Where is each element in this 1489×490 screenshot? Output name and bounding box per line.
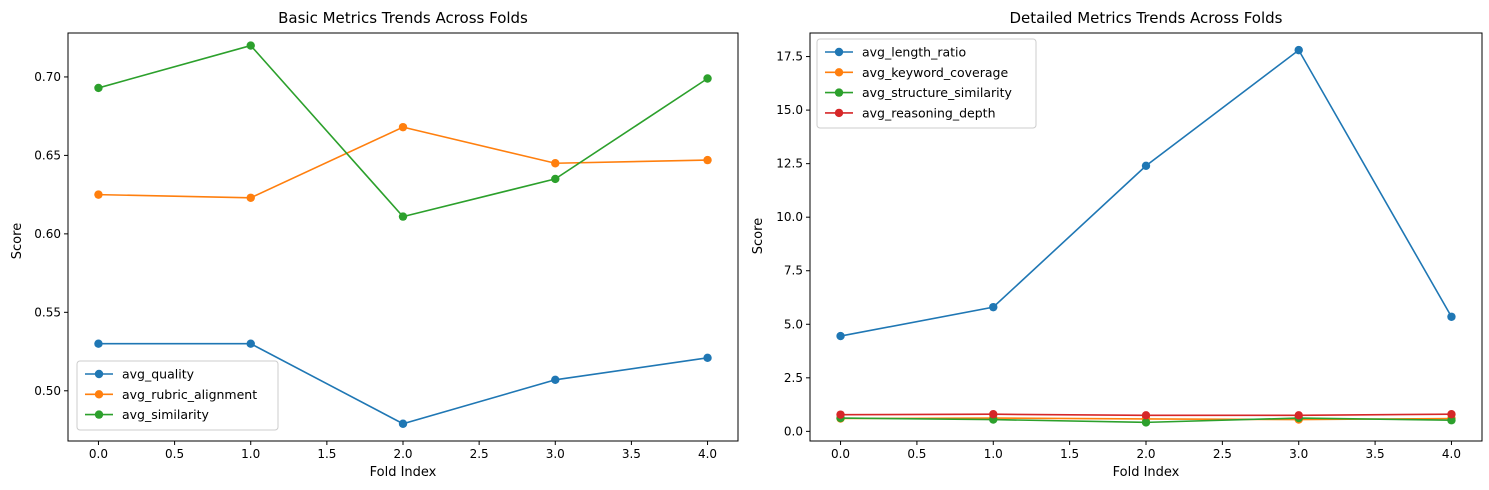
data-point	[703, 74, 712, 83]
y-tick-label: 0.70	[34, 70, 61, 84]
legend-label: avg_reasoning_depth	[862, 105, 996, 120]
y-tick-label: 0.65	[34, 148, 61, 162]
x-tick-label: 0.5	[907, 447, 926, 461]
legend-entry: avg_structure_similarity	[825, 85, 1012, 100]
data-point	[1141, 418, 1151, 427]
legend-marker	[94, 390, 104, 399]
data-point	[989, 302, 998, 312]
plot-frame	[809, 32, 1483, 442]
legend-marker	[94, 369, 104, 379]
legend-marker	[834, 47, 844, 57]
x-tick-label: 3.0	[546, 447, 565, 461]
data-point	[1294, 411, 1303, 420]
data-point	[1141, 411, 1151, 420]
y-tick-label: 12.5	[776, 157, 803, 171]
legend-label: avg_quality	[122, 367, 195, 382]
data-point	[398, 212, 408, 221]
chart-title: Basic Metrics Trends Across Folds	[278, 9, 528, 27]
x-tick-label: 1.0	[241, 447, 260, 461]
x-tick-label: 1.5	[1060, 447, 1079, 461]
y-tick-label: 5.0	[784, 317, 803, 331]
data-point	[551, 174, 560, 184]
y-tick-label: 0.60	[34, 227, 61, 241]
data-point	[94, 190, 103, 199]
data-point	[1447, 416, 1456, 425]
y-tick-label: 2.5	[784, 371, 803, 385]
data-point	[246, 193, 255, 202]
legend-marker	[834, 88, 844, 97]
x-tick-label: 0.0	[89, 447, 108, 461]
y-tick-label: 0.55	[34, 305, 61, 319]
y-tick-label: 15.0	[776, 103, 803, 117]
data-point	[398, 419, 408, 428]
data-point	[836, 331, 845, 341]
series-avg_similarity	[94, 41, 712, 221]
legend-entry: avg_keyword_coverage	[825, 65, 1008, 80]
x-tick-label: 2.0	[1136, 447, 1155, 461]
data-point	[1447, 410, 1456, 419]
x-tick-label: 0.0	[831, 447, 850, 461]
x-tick-label: 3.0	[1289, 447, 1308, 461]
legend-label: avg_structure_similarity	[862, 85, 1012, 100]
data-point	[551, 375, 560, 384]
y-tick-label: 10.0	[776, 210, 803, 224]
legend-marker	[834, 108, 844, 118]
x-tick-label: 4.0	[1442, 447, 1461, 461]
data-point	[94, 339, 103, 348]
x-tick-label: 3.5	[622, 447, 641, 461]
legend-box	[76, 360, 279, 431]
basic-metrics-chart: Basic Metrics Trends Across Folds Fold I…	[10, 9, 739, 480]
detailed-metrics-chart: Detailed Metrics Trends Across Folds Fol…	[751, 9, 1483, 480]
data-point	[703, 353, 712, 363]
data-point	[1141, 161, 1151, 170]
data-point	[703, 155, 712, 165]
plot-frame	[67, 32, 739, 442]
x-tick-label: 2.0	[393, 447, 412, 461]
x-tick-label: 0.5	[165, 447, 184, 461]
legend-entry: avg_quality	[85, 367, 195, 382]
legend-label: avg_similarity	[122, 407, 210, 422]
legend-entry: avg_length_ratio	[825, 45, 966, 60]
data-point	[246, 339, 255, 348]
data-point	[836, 410, 845, 419]
legend-entry: avg_similarity	[85, 407, 210, 422]
x-tick-label: 2.5	[1213, 447, 1232, 461]
legend-box	[816, 38, 1037, 129]
data-point	[398, 122, 408, 132]
legend: avg_length_ratio avg_keyword_coverage avg_…	[816, 38, 1037, 129]
chart-title: Detailed Metrics Trends Across Folds	[1010, 9, 1283, 27]
x-axis-label: Fold Index	[1113, 465, 1180, 480]
x-axis-label: Fold Index	[370, 465, 437, 480]
y-tick-label: 0.50	[34, 384, 61, 398]
x-tick-label: 3.5	[1366, 447, 1385, 461]
y-tick-label: 0.0	[784, 424, 803, 438]
data-point	[1447, 312, 1456, 321]
legend-marker	[94, 410, 104, 419]
data-point	[1294, 45, 1303, 55]
series-avg_reasoning_depth	[836, 410, 1456, 420]
x-tick-label: 2.5	[470, 447, 489, 461]
y-axis-label: Score	[10, 223, 25, 259]
legend-label: avg_rubric_alignment	[122, 387, 257, 402]
data-point	[246, 41, 255, 50]
series-avg_rubric_alignment	[94, 122, 712, 202]
x-tick-label: 4.0	[698, 447, 717, 461]
y-tick-label: 17.5	[776, 50, 803, 64]
series-avg_length_ratio	[836, 45, 1456, 341]
y-tick-label: 7.5	[784, 264, 803, 278]
data-point	[989, 410, 998, 419]
x-tick-label: 1.0	[984, 447, 1003, 461]
data-point	[551, 159, 560, 168]
series-avg_quality	[94, 339, 712, 428]
data-point	[94, 83, 103, 93]
y-axis-label: Score	[751, 218, 766, 254]
x-tick-label: 1.5	[317, 447, 336, 461]
legend-label: avg_keyword_coverage	[862, 65, 1008, 80]
legend-marker	[834, 68, 844, 77]
legend-entry: avg_rubric_alignment	[85, 387, 257, 402]
legend-label: avg_length_ratio	[862, 45, 966, 60]
legend-entry: avg_reasoning_depth	[825, 105, 996, 120]
legend: avg_quality avg_rubric_alignment avg_simil…	[76, 360, 279, 431]
